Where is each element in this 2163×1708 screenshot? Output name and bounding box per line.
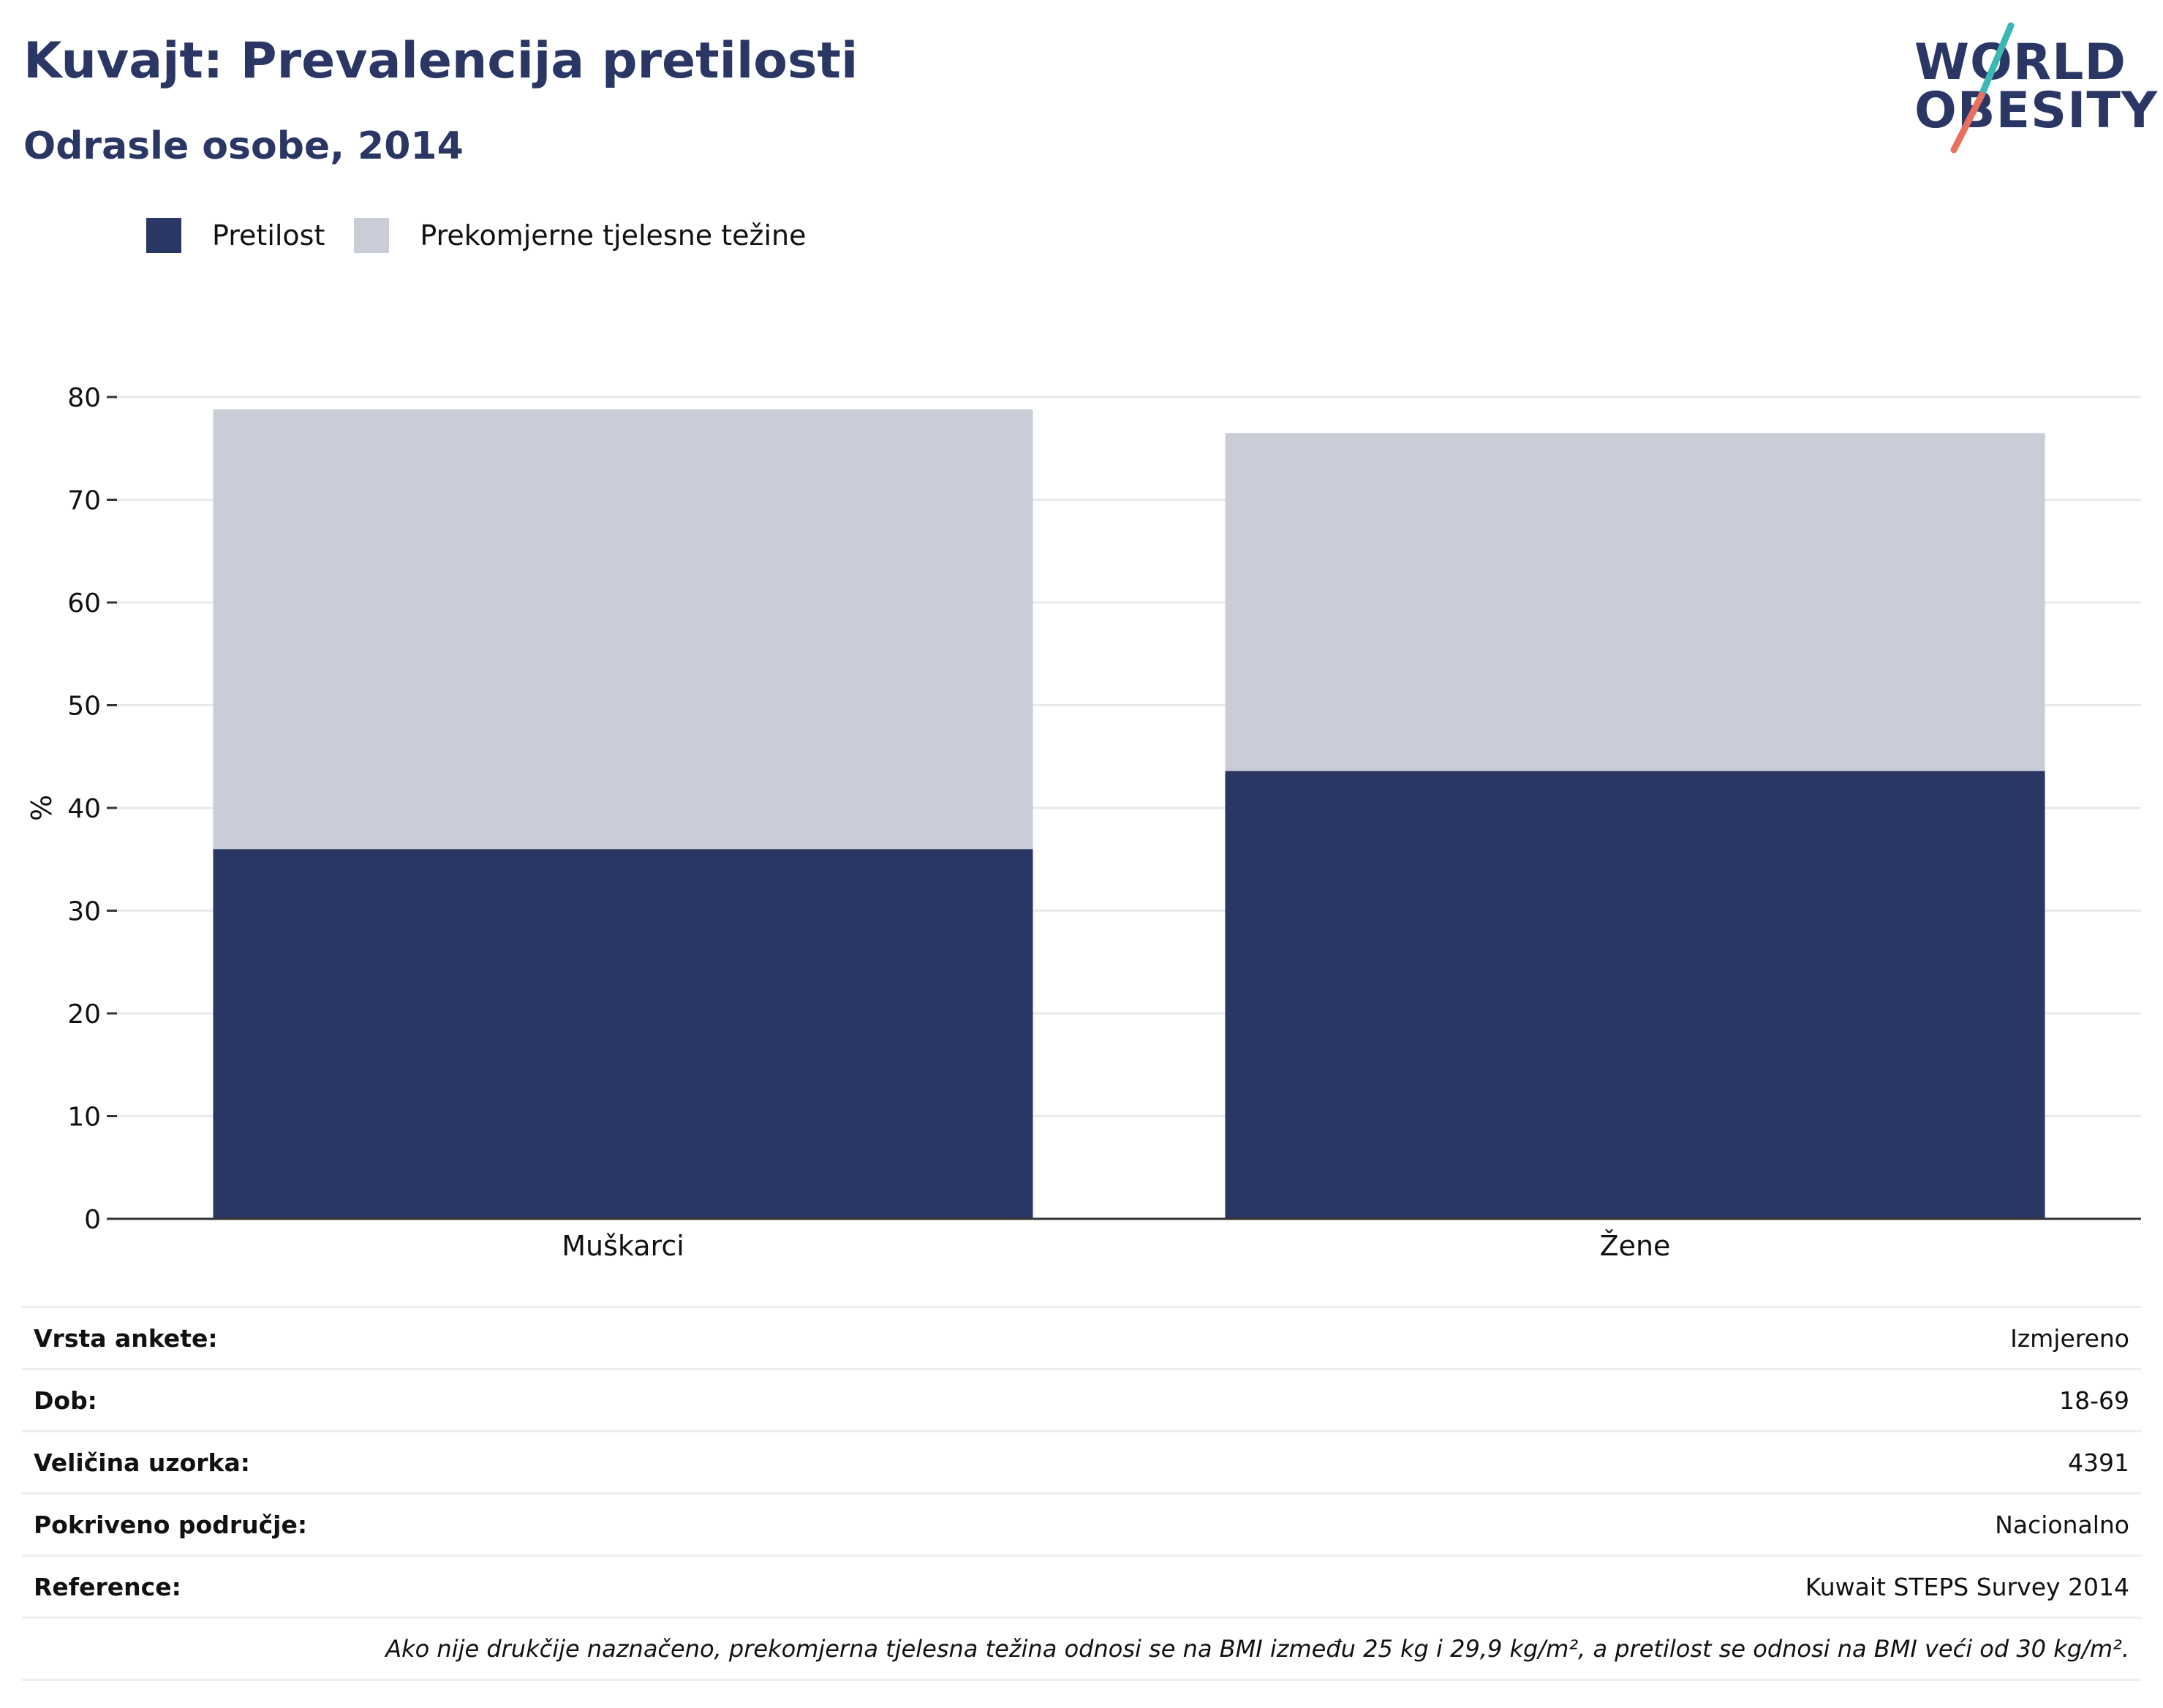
- page-subtitle: Odrasle osobe, 2014: [23, 124, 464, 168]
- bar-chart: 0 10 20 30 40 50 60 70 80% Muškarci Žene: [26, 383, 2141, 1262]
- definition-note: Ako nije drukčije naznačeno, prekomjerna…: [22, 1619, 2141, 1681]
- chart-legend: Pretilost Prekomjerne tjelesne težine: [146, 218, 836, 253]
- info-row-age: Dob: 18-69: [22, 1370, 2141, 1432]
- info-value: Nacionalno: [1995, 1510, 2129, 1539]
- legend-item-obesity: Pretilost: [146, 218, 325, 253]
- y-tick-label: 40: [67, 794, 101, 824]
- info-label: Reference:: [34, 1572, 181, 1601]
- logo-text-line1: WORLD: [1914, 34, 2126, 91]
- y-tick-label: 20: [67, 1000, 101, 1029]
- info-label: Dob:: [34, 1386, 97, 1415]
- info-value: 18-69: [2059, 1386, 2129, 1415]
- y-tick-label: 70: [67, 486, 101, 516]
- legend-swatch-overweight: [354, 218, 390, 253]
- info-value: Kuwait STEPS Survey 2014: [1805, 1572, 2129, 1601]
- world-obesity-logo: WORLD OBESITY: [1909, 22, 2157, 154]
- legend-item-overweight: Prekomjerne tjelesne težine: [354, 218, 807, 253]
- legend-label-obesity: Pretilost: [212, 219, 325, 252]
- page-title: Kuvajt: Prevalencija pretilosti: [23, 32, 858, 90]
- y-tick-label: 60: [67, 589, 101, 619]
- info-row-reference: Reference: Kuwait STEPS Survey 2014: [22, 1557, 2141, 1619]
- x-tick-label: Muškarci: [562, 1230, 684, 1262]
- bar-obesity: [1225, 771, 2045, 1219]
- bar-overweight: [213, 409, 1033, 850]
- logo-text-line2: OBESITY: [1914, 82, 2158, 140]
- bar-obesity: [213, 849, 1033, 1219]
- y-tick-label: 0: [84, 1205, 101, 1235]
- info-label: Pokriveno područje:: [34, 1510, 308, 1539]
- y-tick-label: 30: [67, 897, 101, 927]
- y-tick-label: 10: [67, 1103, 101, 1133]
- y-axis-label: %: [26, 795, 58, 821]
- logo-slash-icon: [1950, 22, 2015, 154]
- info-label: Veličina uzorka:: [34, 1448, 250, 1477]
- bar-overweight: [1225, 433, 2045, 771]
- info-row-coverage: Pokriveno područje: Nacionalno: [22, 1494, 2141, 1557]
- survey-info-table: Vrsta ankete: Izmjereno Dob: 18-69 Velič…: [22, 1306, 2141, 1681]
- legend-swatch-obesity: [146, 218, 181, 253]
- info-row-survey-type: Vrsta ankete: Izmjereno: [22, 1306, 2141, 1370]
- info-label: Vrsta ankete:: [34, 1323, 218, 1353]
- info-value: Izmjereno: [2010, 1323, 2129, 1353]
- y-tick-label: 80: [67, 383, 101, 413]
- legend-label-overweight: Prekomjerne tjelesne težine: [420, 219, 807, 252]
- info-row-sample-size: Veličina uzorka: 4391: [22, 1432, 2141, 1494]
- x-tick-label: Žene: [1600, 1230, 1671, 1262]
- y-tick-label: 50: [67, 692, 101, 722]
- info-value: 4391: [2068, 1448, 2129, 1477]
